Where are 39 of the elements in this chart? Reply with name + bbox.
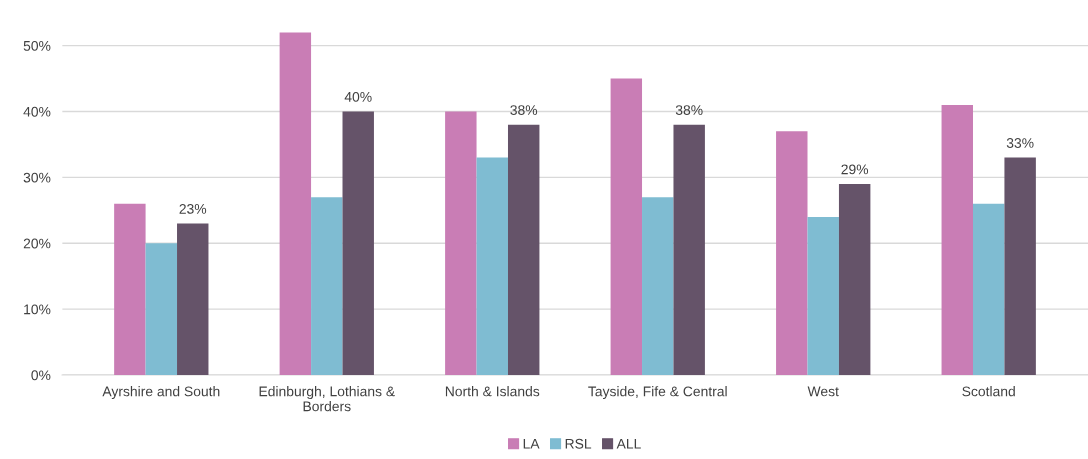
legend-label: RSL: [565, 438, 592, 449]
x-tick-label: Edinburgh, Lothians & Borders: [259, 386, 395, 412]
bar: [145, 243, 178, 375]
x-tick-label: North & Islands: [445, 386, 540, 397]
data-label: 23%: [179, 203, 207, 214]
bar: [1004, 157, 1036, 375]
bar: [807, 216, 839, 375]
data-label: 29%: [841, 164, 869, 175]
bar: [941, 104, 973, 375]
bar: [642, 197, 674, 375]
bar: [476, 157, 508, 375]
bar: [114, 203, 146, 375]
bar: [177, 223, 209, 375]
y-tick-label: 0%: [31, 370, 51, 381]
x-tick-label: West: [807, 386, 839, 397]
data-label: 38%: [675, 105, 703, 115]
bar: [445, 111, 477, 375]
x-tick-label: Scotland: [962, 386, 1015, 397]
bar: [673, 124, 705, 375]
bar: [776, 131, 808, 375]
bar: [972, 203, 1005, 375]
data-label: 38%: [510, 105, 538, 115]
legend-label: ALL: [616, 439, 641, 449]
bar: [342, 111, 374, 375]
y-tick-label: 30%: [23, 172, 51, 183]
bar: [610, 78, 643, 375]
y-tick-label: 20%: [23, 238, 51, 249]
x-tick-label: Tayside, Fife & Central: [588, 386, 727, 400]
bar: [311, 197, 343, 375]
legend-label: LA: [523, 439, 540, 449]
data-label: 40%: [344, 91, 372, 102]
y-tick-label: 10%: [24, 304, 51, 315]
data-label: 33%: [1006, 138, 1034, 148]
x-tick-label: Ayrshire and South: [102, 386, 220, 400]
bar: [279, 32, 312, 375]
bar: [507, 124, 540, 375]
y-tick-label: 50%: [23, 40, 51, 51]
y-tick-label: 40%: [23, 106, 51, 117]
bar: [838, 183, 871, 375]
